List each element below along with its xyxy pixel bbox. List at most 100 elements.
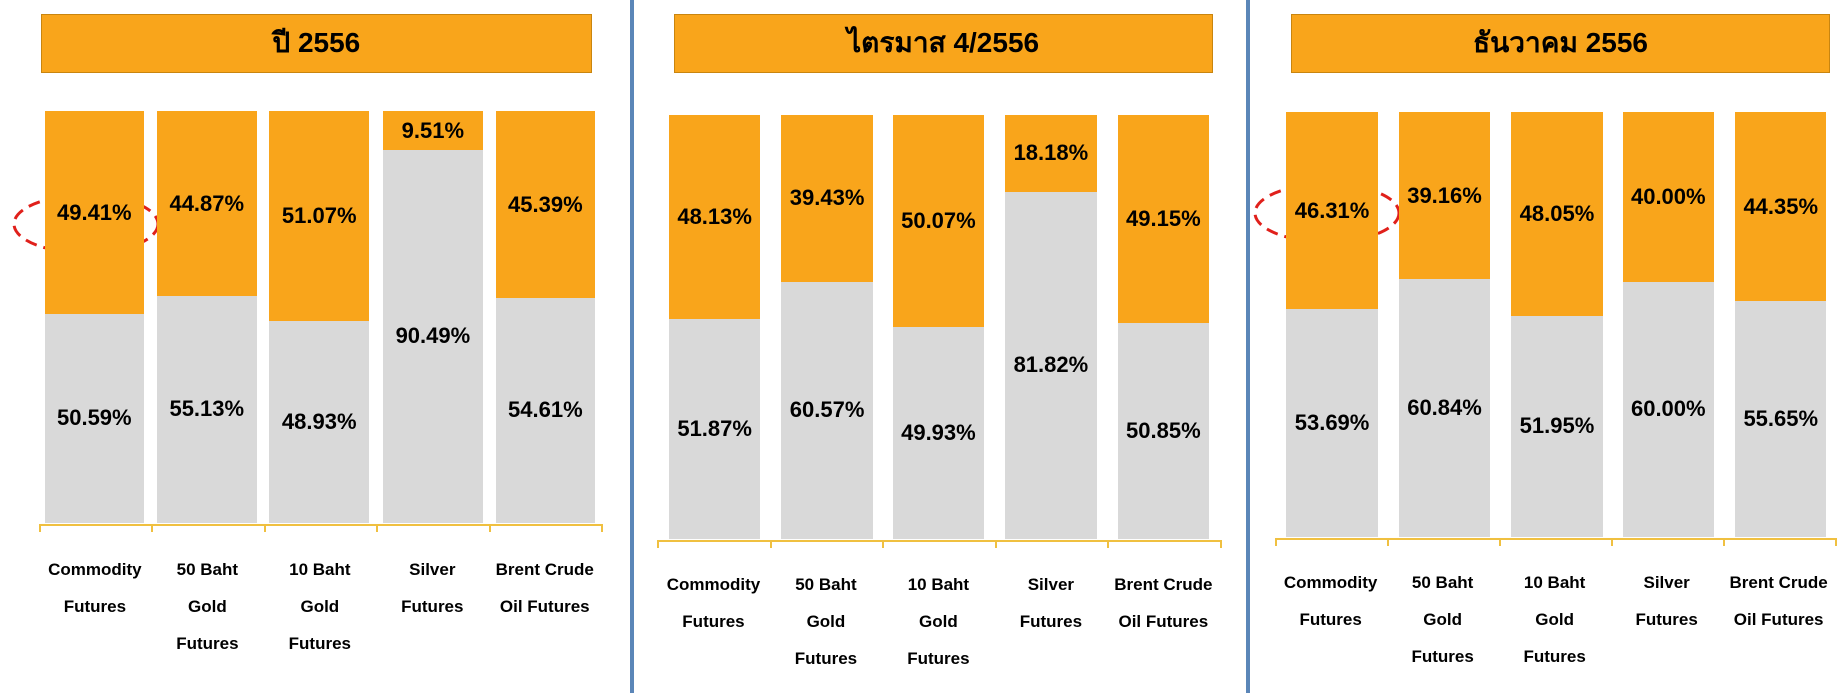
data-label: 60.57% xyxy=(789,397,865,423)
bar-segment xyxy=(269,111,370,322)
chart-title: ไตรมาส 4/2556 xyxy=(673,14,1213,73)
chart-title: ปี 2556 xyxy=(41,14,592,73)
bar-segment xyxy=(156,295,257,523)
bar-segment xyxy=(383,150,483,523)
bar-segment xyxy=(781,282,873,539)
x-tick-label: Brent Crude Oil Futures xyxy=(495,559,594,616)
x-tick xyxy=(151,523,154,532)
bar-segment xyxy=(1622,282,1714,537)
data-label: 53.69% xyxy=(1294,409,1370,435)
data-label: 50.07% xyxy=(901,207,976,233)
x-tick xyxy=(1498,537,1501,546)
x-tick xyxy=(263,523,266,532)
bar-segment xyxy=(383,111,483,151)
x-tick-label: Silver Futures xyxy=(401,559,464,616)
bar-segment xyxy=(495,297,596,523)
x-tick xyxy=(657,540,660,549)
x-tick-label: 10 Baht Gold Futures xyxy=(288,559,351,653)
x-tick xyxy=(376,523,379,532)
bar-segment xyxy=(1117,114,1210,324)
data-label: 50.85% xyxy=(1126,418,1201,444)
x-axis-line xyxy=(657,540,1220,543)
panel-divider xyxy=(630,0,634,693)
bar-segment xyxy=(1622,112,1714,283)
x-tick xyxy=(994,540,997,549)
bar-segment xyxy=(1511,112,1603,317)
bar-segment xyxy=(269,321,370,523)
data-label: 48.13% xyxy=(677,203,752,229)
data-label: 45.39% xyxy=(508,191,583,217)
bar-segment xyxy=(668,318,761,539)
bar-segment xyxy=(44,111,145,315)
x-tick-label: Silver Futures xyxy=(1635,572,1698,629)
x-tick xyxy=(1834,537,1837,546)
x-axis-line xyxy=(38,523,601,526)
panel-divider xyxy=(1246,0,1250,693)
x-tick-label: Commodity Futures xyxy=(1283,572,1378,629)
data-label: 50.59% xyxy=(56,405,132,431)
bar-segment xyxy=(781,114,873,283)
data-label: 60.84% xyxy=(1407,394,1482,420)
x-tick-label: 50 Baht Gold Futures xyxy=(794,574,858,668)
bar-segment xyxy=(1005,114,1097,192)
data-label: 48.93% xyxy=(281,408,357,434)
data-label: 51.07% xyxy=(281,203,357,229)
x-axis-line xyxy=(1274,537,1835,540)
x-tick xyxy=(488,523,491,532)
bar-segment xyxy=(1005,191,1097,539)
data-label: 40.00% xyxy=(1630,184,1706,210)
x-tick-label: Silver Futures xyxy=(1019,574,1083,631)
x-tick xyxy=(1107,540,1110,549)
bar-segment xyxy=(1117,323,1210,539)
x-tick xyxy=(882,540,885,549)
x-tick-label: Brent Crude Oil Futures xyxy=(1114,574,1213,631)
data-label: 46.31% xyxy=(1294,197,1370,223)
bar-segment xyxy=(892,114,985,328)
bar-segment xyxy=(1735,112,1827,301)
chart-title: ธันวาคม 2556 xyxy=(1291,14,1830,73)
x-tick-label: Brent Crude Oil Futures xyxy=(1729,572,1828,629)
x-tick xyxy=(1219,540,1222,549)
data-label: 44.87% xyxy=(169,190,245,216)
x-tick-label: Commodity Futures xyxy=(48,559,142,616)
bar-segment xyxy=(44,314,145,523)
data-label: 39.16% xyxy=(1407,182,1482,208)
bar-segment xyxy=(156,111,257,296)
bar-segment xyxy=(1511,316,1603,537)
bar-segment xyxy=(1286,112,1378,309)
x-tick xyxy=(601,523,603,532)
bar-segment xyxy=(668,114,761,319)
bar-segment xyxy=(1735,300,1827,537)
x-tick-label: 50 Baht Gold Futures xyxy=(176,559,239,653)
data-label: 44.35% xyxy=(1743,193,1819,219)
data-label: 39.43% xyxy=(789,185,865,211)
x-tick-label: 10 Baht Gold Futures xyxy=(1523,572,1586,666)
x-tick-label: Commodity Futures xyxy=(666,574,761,631)
data-label: 55.65% xyxy=(1743,405,1819,431)
data-label: 49.15% xyxy=(1126,206,1201,232)
data-label: 54.61% xyxy=(508,397,583,423)
data-label: 48.05% xyxy=(1519,201,1595,227)
data-label: 55.13% xyxy=(169,396,245,422)
data-label: 90.49% xyxy=(395,323,471,349)
data-label: 49.93% xyxy=(901,420,976,446)
bar-segment xyxy=(1398,278,1491,537)
bar-segment xyxy=(1286,308,1378,537)
data-label: 18.18% xyxy=(1013,140,1089,166)
bar-segment xyxy=(1398,112,1491,279)
data-label: 60.00% xyxy=(1630,396,1706,422)
x-tick-label: 10 Baht Gold Futures xyxy=(907,574,970,668)
x-tick xyxy=(1610,537,1613,546)
data-label: 51.95% xyxy=(1519,413,1595,439)
bar-segment xyxy=(495,111,596,298)
data-label: 49.41% xyxy=(56,199,132,225)
x-tick xyxy=(1274,537,1277,546)
x-tick-label: 50 Baht Gold Futures xyxy=(1411,572,1474,666)
x-tick xyxy=(1386,537,1389,546)
data-label: 51.87% xyxy=(677,415,752,441)
data-label: 81.82% xyxy=(1013,352,1089,378)
bar-segment xyxy=(892,327,985,539)
data-label: 9.51% xyxy=(401,117,465,143)
x-tick xyxy=(769,540,772,549)
